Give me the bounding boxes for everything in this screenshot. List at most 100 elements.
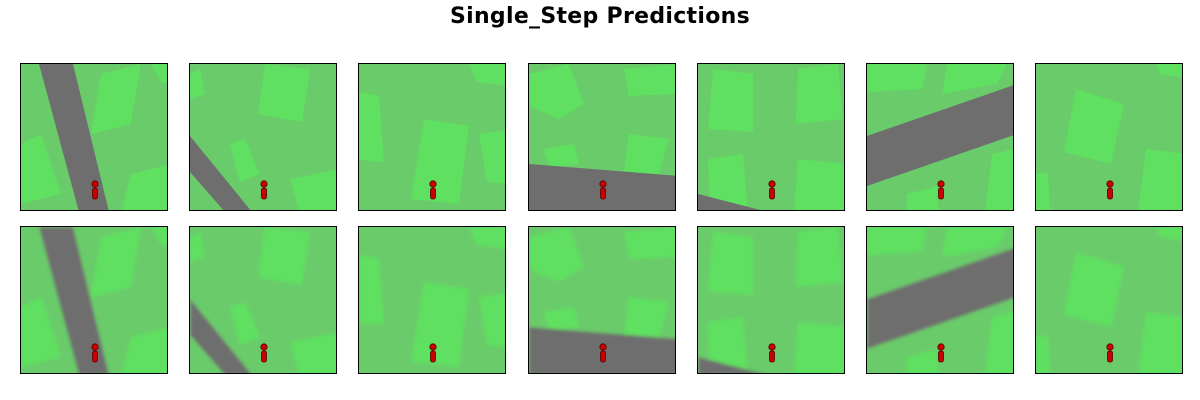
grass-patch — [258, 64, 310, 122]
ground-truth-1-panel — [20, 63, 168, 211]
grass-patch — [708, 69, 753, 132]
scene-image — [867, 227, 1013, 373]
prediction-7-panel — [1035, 226, 1183, 374]
grass-patch — [469, 64, 505, 86]
grass-patch — [544, 307, 579, 331]
grass-patch — [1036, 172, 1050, 210]
road — [190, 299, 251, 373]
scene-image — [190, 227, 336, 373]
agent-marker — [937, 180, 945, 200]
grass-patch — [190, 232, 205, 262]
grass-patch — [258, 227, 310, 285]
grass-patch — [942, 64, 1007, 94]
prediction-1-panel — [20, 226, 168, 374]
grass-patch — [708, 317, 748, 373]
grass-patch — [708, 232, 753, 295]
agent-marker — [260, 180, 268, 200]
scene-image — [529, 64, 675, 210]
grass-patch — [230, 302, 260, 345]
ground-truth-2-panel — [189, 63, 337, 211]
grass-patch — [1138, 312, 1182, 373]
prediction-3-panel — [358, 226, 506, 374]
grass-patch — [469, 227, 505, 249]
grass-patch — [479, 130, 505, 184]
agent-marker — [429, 180, 437, 200]
agent-marker — [1106, 343, 1114, 363]
grass-patch — [794, 322, 844, 373]
scene-image — [359, 227, 505, 373]
grass-patch — [290, 169, 336, 210]
agent-marker — [260, 343, 268, 363]
ground-truth-6-panel — [866, 63, 1014, 211]
prediction-2-panel — [189, 226, 337, 374]
road — [39, 64, 109, 210]
grass-patch — [290, 332, 336, 373]
scene-image — [21, 227, 167, 373]
agent-marker — [599, 180, 607, 200]
agent-marker — [1106, 180, 1114, 200]
grass-patch — [151, 64, 167, 84]
ground-truth-7-panel — [1035, 63, 1183, 211]
grass-patch — [151, 227, 167, 247]
ground-truth-4-panel — [528, 63, 676, 211]
grass-patch — [21, 297, 61, 367]
grass-patch — [794, 159, 844, 210]
figure-title: Single_Step Predictions — [449, 4, 750, 29]
agent-marker — [768, 343, 776, 363]
grass-patch — [796, 64, 843, 124]
scene-image — [1036, 227, 1182, 373]
grass-patch — [359, 255, 384, 325]
grass-patch — [91, 64, 141, 134]
grass-patch — [1064, 89, 1124, 164]
road — [867, 248, 1013, 349]
grass-patch — [122, 328, 167, 373]
prediction-4-panel — [528, 226, 676, 374]
grass-patch — [708, 154, 748, 210]
grass-patch — [91, 227, 141, 297]
scene-image — [21, 64, 167, 210]
agent-marker — [937, 343, 945, 363]
grass-patch — [1064, 252, 1124, 327]
scene-image — [698, 227, 844, 373]
grass-patch — [230, 139, 260, 182]
grass-patch — [867, 227, 927, 255]
grass-patch — [359, 92, 384, 162]
road — [190, 136, 251, 210]
road — [39, 227, 109, 373]
agent-marker — [599, 343, 607, 363]
grass-patch — [411, 119, 469, 204]
grass-patch — [1156, 227, 1182, 241]
road — [867, 85, 1013, 186]
scene-image — [529, 227, 675, 373]
agent-marker — [91, 180, 99, 200]
grass-patch — [544, 144, 579, 168]
ground-truth-3-panel — [358, 63, 506, 211]
scene-image — [1036, 64, 1182, 210]
scene-image — [698, 64, 844, 210]
grass-patch — [624, 297, 669, 337]
grass-patch — [985, 148, 1013, 210]
grass-patch — [907, 186, 939, 210]
grass-patch — [796, 227, 843, 287]
prediction-6-panel — [866, 226, 1014, 374]
grass-patch — [1156, 64, 1182, 78]
grass-patch — [942, 227, 1007, 257]
grass-patch — [190, 69, 205, 99]
scene-image — [867, 64, 1013, 210]
grass-patch — [985, 311, 1013, 373]
grass-patch — [529, 227, 584, 282]
agent-marker — [91, 343, 99, 363]
grass-patch — [1036, 335, 1050, 373]
grass-patch — [867, 64, 927, 92]
grass-patch — [529, 64, 584, 119]
ground-truth-5-panel — [697, 63, 845, 211]
prediction-5-panel — [697, 226, 845, 374]
grass-patch — [907, 349, 939, 373]
grass-patch — [624, 227, 675, 259]
agent-marker — [768, 180, 776, 200]
scene-image — [190, 64, 336, 210]
grass-patch — [624, 134, 669, 174]
grass-patch — [624, 64, 675, 96]
scene-image — [359, 64, 505, 210]
